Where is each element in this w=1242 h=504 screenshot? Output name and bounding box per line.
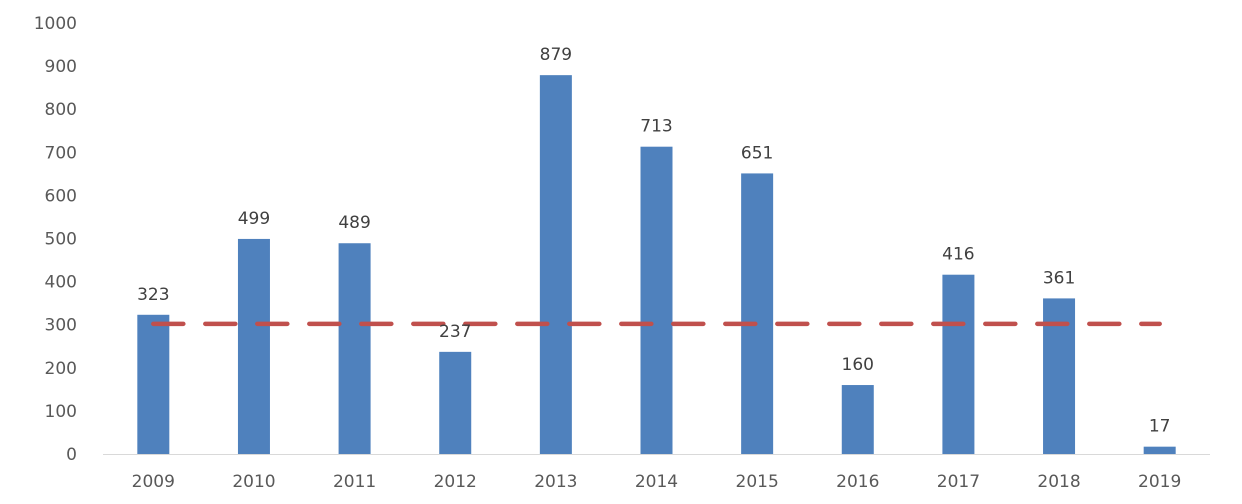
data-label-2013: 879 xyxy=(540,45,572,65)
y-tick-label: 800 xyxy=(45,100,77,120)
data-label-2011: 489 xyxy=(338,213,370,233)
y-tick-label: 700 xyxy=(45,143,77,163)
y-tick-label: 900 xyxy=(45,57,77,77)
x-tick-label: 2010 xyxy=(232,472,275,492)
bar-2017 xyxy=(942,274,975,454)
x-tick-label: 2013 xyxy=(534,472,577,492)
data-label-2018: 361 xyxy=(1043,268,1075,288)
y-tick-label: 300 xyxy=(45,316,77,336)
bar-2010 xyxy=(237,238,270,454)
bar-2012 xyxy=(439,351,472,454)
y-tick-label: 600 xyxy=(45,186,77,206)
y-tick-label: 100 xyxy=(45,402,77,422)
data-label-2015: 651 xyxy=(741,143,773,163)
bar-2016 xyxy=(841,385,874,454)
bar-2013 xyxy=(539,75,572,454)
data-label-2019: 17 xyxy=(1149,417,1171,437)
bar-2009 xyxy=(137,314,170,454)
x-tick-label: 2012 xyxy=(434,472,477,492)
bar-2014 xyxy=(640,146,673,454)
y-tick-label: 0 xyxy=(66,445,77,465)
bars xyxy=(137,75,1176,454)
y-tick-label: 500 xyxy=(45,230,77,250)
y-tick-label: 200 xyxy=(45,359,77,379)
x-tick-label: 2017 xyxy=(937,472,980,492)
data-label-2010: 499 xyxy=(238,209,270,229)
y-axis-ticks: 0 100 200 300 400 500 600 700 800 900 1000 xyxy=(34,14,77,465)
y-tick-label: 1000 xyxy=(34,14,77,34)
data-labels: 323 499 489 237 879 713 651 160 416 361 17 xyxy=(137,45,1170,437)
x-tick-label: 2018 xyxy=(1037,472,1080,492)
x-tick-label: 2016 xyxy=(836,472,879,492)
bar-2011 xyxy=(338,243,371,454)
bar-2019 xyxy=(1143,446,1176,454)
data-label-2014: 713 xyxy=(640,117,672,137)
x-tick-label: 2009 xyxy=(132,472,175,492)
x-tick-label: 2019 xyxy=(1138,472,1181,492)
data-label-2016: 160 xyxy=(842,355,874,375)
x-tick-label: 2014 xyxy=(635,472,678,492)
data-label-2017: 416 xyxy=(942,245,974,265)
x-axis-ticks: 2009 2010 2011 2012 2013 2014 2015 2016 2017 2018… xyxy=(132,472,1182,492)
x-tick-label: 2011 xyxy=(333,472,376,492)
bar-2015 xyxy=(741,173,774,454)
x-tick-label: 2015 xyxy=(736,472,779,492)
data-label-2012: 237 xyxy=(439,322,471,342)
y-tick-label: 400 xyxy=(45,273,77,293)
data-label-2009: 323 xyxy=(137,285,169,305)
